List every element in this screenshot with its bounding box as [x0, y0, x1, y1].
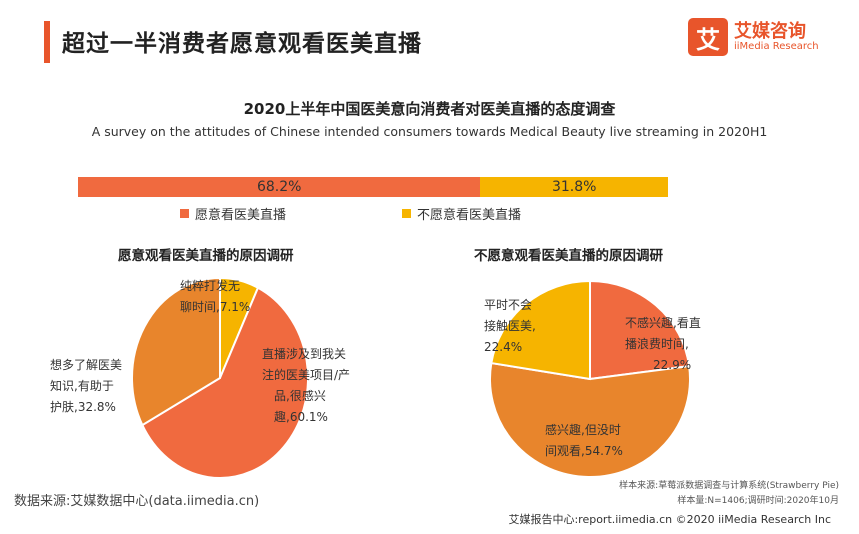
left-pie-label-boredom: 纯粹打发无 聊时间,7.1% [180, 279, 251, 314]
pie-slice-interested [141, 286, 309, 479]
logo-cn-text: 艾媒咨询 [734, 20, 806, 42]
pie-slice-knowledge [131, 276, 221, 427]
pie-slice-no-contact [490, 279, 591, 381]
bar-segment-willing: 68.2% [78, 177, 481, 197]
legend-item-unwilling: 不愿意看医美直播 [402, 204, 521, 223]
header-accent-bar [44, 21, 50, 63]
page-title: 超过一半消费者愿意观看医美直播 [62, 31, 422, 57]
right-pie-title: 不愿意观看医美直播的原因调研 [474, 248, 663, 264]
legend-label-willing: 愿意看医美直播 [195, 208, 287, 223]
bar-value-willing: 68.2% [256, 179, 302, 195]
logo-en-text: iiMedia Research [734, 41, 819, 53]
right-pie-chart [489, 279, 691, 478]
legend-swatch-unwilling [402, 209, 411, 218]
logo-mark-icon: 艾 [688, 18, 728, 56]
left-pie-label-interested: 直播涉及到我关 注的医美项目/产 品,很感兴 趣,60.1% [262, 347, 351, 424]
pie-slice-not-interested [589, 279, 691, 381]
right-pie-label-no-contact: 平时不会 接触医美, 22.4% [484, 298, 536, 354]
bar-value-unwilling: 31.8% [551, 179, 597, 195]
bar-segment-unwilling: 31.8% [480, 177, 668, 197]
chart-title: 2020上半年中国医美意向消费者对医美直播的态度调查 [243, 100, 616, 118]
iimedia-logo: 艾 艾媒咨询 iiMedia Research [688, 18, 819, 56]
legend-item-willing: 愿意看医美直播 [180, 204, 286, 223]
left-pie-label-knowledge: 想多了解医美 知识,有助于 护肤,32.8% [50, 358, 123, 414]
pie-slice-no-time [489, 361, 691, 478]
left-pie-chart [131, 276, 309, 479]
sample-info: 样本量:N=1406;调研时间:2020年10月 [677, 496, 839, 506]
right-pie-label-no-time: 感兴趣,但没时 间观看,54.7% [545, 423, 623, 458]
chart-subtitle: A survey on the attitudes of Chinese int… [91, 124, 768, 139]
report-center: 艾媒报告中心:report.iimedia.cn ©2020 iiMedia R… [508, 513, 831, 526]
legend-label-unwilling: 不愿意看医美直播 [417, 208, 522, 223]
legend-swatch-willing [180, 209, 189, 218]
stacked-bar: 68.2% 31.8% [78, 177, 668, 197]
sample-source: 样本来源:草莓派数据调查与计算系统(Strawberry Pie) [619, 481, 839, 491]
left-pie-title: 愿意观看医美直播的原因调研 [118, 248, 294, 264]
data-source: 数据来源:艾媒数据中心(data.iimedia.cn) [14, 494, 260, 509]
right-pie-label-not-interested: 不感兴趣,看直 播浪费时间, 22.9% [625, 316, 701, 372]
